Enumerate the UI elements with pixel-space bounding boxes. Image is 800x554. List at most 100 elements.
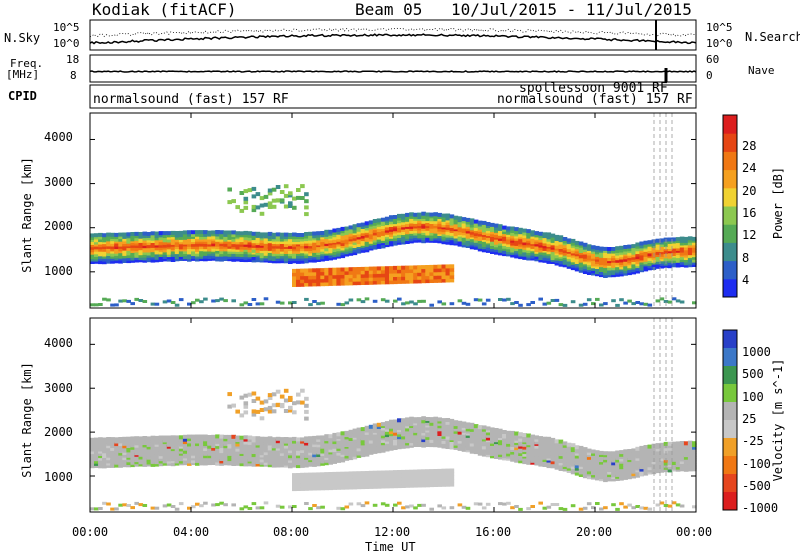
velocity-cell bbox=[300, 479, 305, 484]
power-cell bbox=[247, 240, 253, 245]
velocity-cell bbox=[360, 446, 366, 451]
velocity-cell bbox=[538, 462, 543, 467]
power-cell bbox=[441, 278, 447, 283]
power-cell bbox=[554, 298, 560, 302]
velocity-cell bbox=[643, 462, 649, 467]
velocity-cell bbox=[481, 435, 487, 440]
velocity-cell bbox=[352, 455, 358, 460]
power-cell bbox=[599, 246, 604, 251]
velocity-cell bbox=[461, 421, 467, 426]
power-cell bbox=[235, 257, 240, 262]
velocity-cell bbox=[215, 461, 220, 466]
velocity-cell bbox=[223, 503, 228, 507]
power-cell bbox=[332, 243, 337, 248]
power-cell bbox=[316, 275, 321, 280]
velocity-cell bbox=[514, 443, 519, 448]
power-cell bbox=[110, 249, 115, 254]
power-cell bbox=[445, 216, 451, 221]
velocity-cell bbox=[154, 442, 160, 447]
power-cell bbox=[203, 230, 208, 235]
velocity-cell bbox=[231, 503, 236, 507]
velocity-cell bbox=[94, 507, 99, 511]
power-cell bbox=[469, 226, 475, 231]
velocity-cell bbox=[405, 480, 410, 485]
x-tick: 04:00 bbox=[173, 525, 210, 539]
power-cell bbox=[364, 221, 370, 226]
power-cell bbox=[659, 240, 665, 245]
power-cell bbox=[356, 238, 362, 243]
power-cell bbox=[635, 269, 640, 274]
power-cell bbox=[340, 229, 346, 234]
velocity-cell bbox=[401, 476, 406, 481]
power-cell bbox=[320, 278, 325, 283]
velocity-cell bbox=[619, 459, 624, 464]
power-cell bbox=[227, 232, 232, 237]
velocity-cell bbox=[578, 453, 584, 458]
power-cell bbox=[639, 263, 644, 268]
velocity-cell bbox=[643, 457, 649, 462]
power-cell bbox=[158, 250, 164, 255]
power-cell bbox=[591, 245, 596, 250]
power-cell bbox=[623, 269, 628, 274]
velocity-cell bbox=[162, 435, 168, 440]
power-cell bbox=[344, 250, 350, 255]
power-cell bbox=[122, 232, 127, 237]
velocity-cell bbox=[288, 464, 293, 469]
power-cell bbox=[219, 242, 224, 247]
power-cell bbox=[546, 252, 552, 257]
power-cell bbox=[546, 301, 552, 305]
power-cell bbox=[255, 249, 261, 253]
power-cell bbox=[522, 245, 527, 250]
power-cell bbox=[207, 247, 212, 252]
velocity-cell bbox=[106, 449, 111, 454]
power-cell bbox=[603, 256, 608, 261]
velocity-cell bbox=[360, 439, 366, 443]
velocity-cell bbox=[348, 432, 354, 437]
x-tick: 12:00 bbox=[374, 525, 411, 539]
power-cell bbox=[312, 275, 317, 280]
velocity-cell bbox=[667, 444, 673, 449]
power-cell bbox=[506, 226, 511, 231]
velocity-cell bbox=[146, 440, 152, 445]
velocity-cell bbox=[425, 469, 430, 474]
velocity-cell bbox=[384, 430, 390, 435]
velocity-cell bbox=[502, 451, 507, 456]
velocity-cell bbox=[110, 507, 115, 511]
velocity-cell bbox=[255, 409, 261, 414]
velocity-cell bbox=[126, 463, 131, 468]
power-cell bbox=[312, 268, 317, 273]
velocity-cell bbox=[126, 461, 131, 465]
velocity-cell bbox=[522, 438, 527, 443]
velocity-cell bbox=[490, 452, 495, 456]
velocity-cell bbox=[126, 444, 131, 448]
velocity-cell bbox=[263, 448, 269, 453]
power-cell bbox=[275, 257, 281, 262]
velocity-cell bbox=[397, 443, 402, 448]
power-cell bbox=[235, 233, 240, 238]
velocity-cell bbox=[296, 458, 301, 463]
velocity-cell bbox=[538, 436, 543, 441]
velocity-cell bbox=[166, 457, 172, 462]
power-cell bbox=[647, 249, 653, 254]
power-cell bbox=[409, 222, 414, 227]
power-cell bbox=[510, 248, 515, 253]
velocity-cell bbox=[692, 462, 697, 467]
power-cell bbox=[162, 255, 168, 259]
power-cell bbox=[352, 224, 358, 229]
velocity-cell bbox=[122, 458, 127, 463]
velocity-cell bbox=[429, 483, 434, 488]
power-cell bbox=[308, 268, 313, 273]
power-cell bbox=[142, 239, 148, 244]
power-cell bbox=[647, 252, 653, 257]
velocity-cell bbox=[457, 439, 463, 444]
power-cell bbox=[255, 258, 261, 263]
power-cell bbox=[679, 255, 685, 260]
power-cell bbox=[372, 233, 378, 238]
power-cell bbox=[300, 247, 305, 252]
velocity-cell bbox=[477, 425, 483, 430]
power-cell bbox=[348, 277, 354, 282]
velocity-cell bbox=[433, 440, 438, 445]
power-cell bbox=[138, 299, 144, 302]
velocity-cell bbox=[429, 429, 434, 434]
power-cell bbox=[231, 235, 236, 240]
